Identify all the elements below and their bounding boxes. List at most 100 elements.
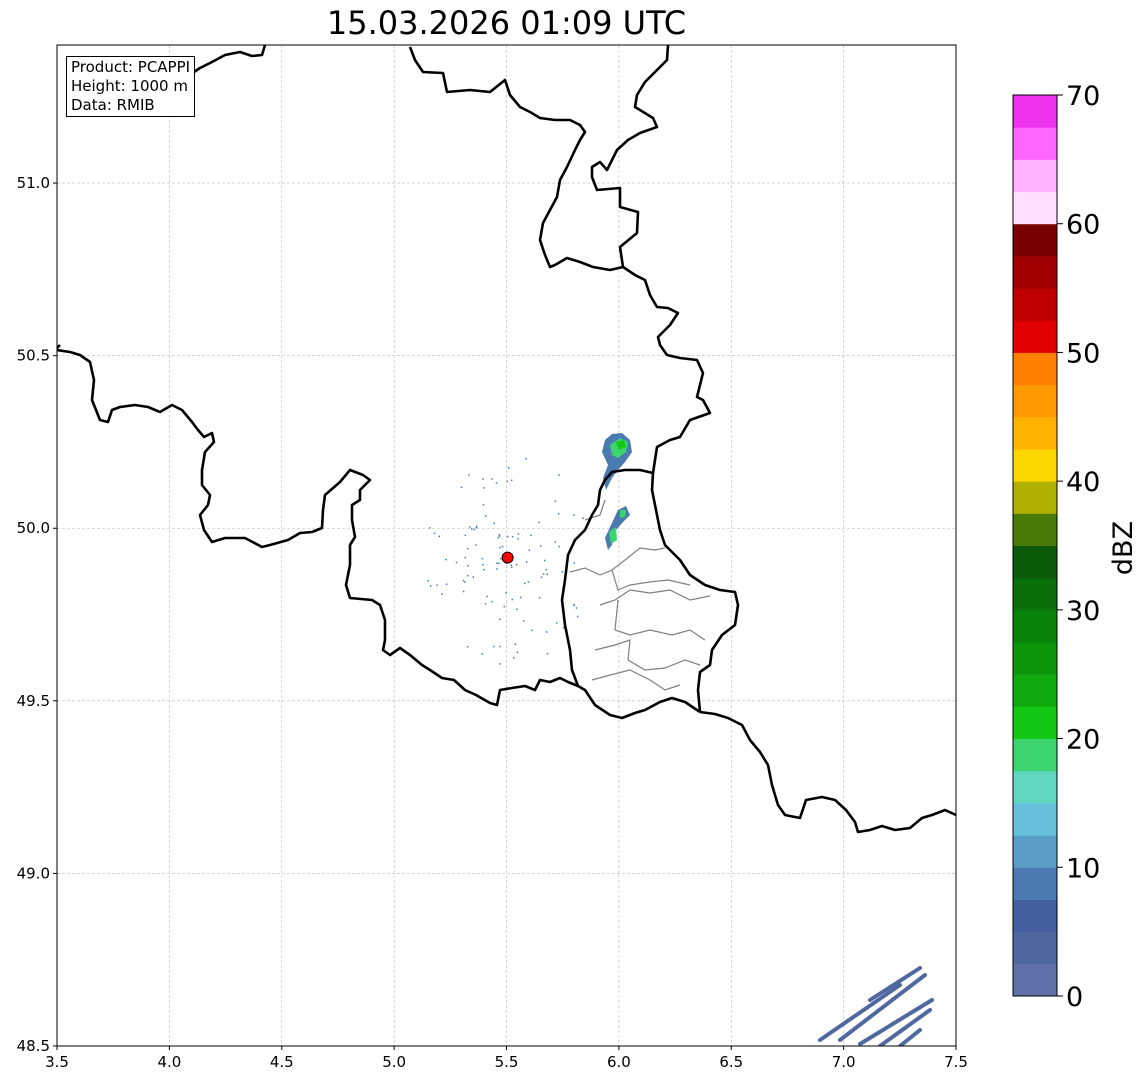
- colorbar-band: [1013, 481, 1057, 514]
- clutter-dot: [523, 582, 526, 585]
- clutter-dot: [511, 598, 513, 601]
- colorbar-band: [1013, 802, 1057, 836]
- echo-core-north-2: [616, 440, 626, 450]
- clutter-dot: [503, 605, 506, 608]
- clutter-dot: [427, 580, 430, 582]
- info-product: Product: PCAPPI: [71, 58, 191, 76]
- clutter-dot: [576, 615, 579, 618]
- colorbar-tick-label: 70: [1066, 81, 1100, 112]
- clutter-dot: [540, 576, 543, 578]
- x-tick-label: 5.0: [382, 1053, 406, 1071]
- clutter-dot: [462, 590, 465, 593]
- colorbar-band: [1013, 95, 1057, 128]
- colorbar-band: [1013, 159, 1057, 193]
- clutter-dot: [554, 541, 557, 543]
- clutter-dot: [506, 480, 509, 483]
- clutter-dot: [429, 527, 431, 529]
- clutter-dot: [501, 545, 504, 548]
- clutter-dot: [515, 563, 518, 566]
- clutter-dot: [573, 562, 576, 564]
- clutter-dot: [556, 622, 558, 624]
- x-tick-label: 3.5: [45, 1053, 69, 1071]
- border-luxembourg-france: [577, 684, 701, 720]
- colorbar-band: [1013, 448, 1057, 482]
- clutter-dot: [483, 487, 485, 489]
- clutter-dot: [493, 645, 495, 648]
- clutter-dot: [485, 515, 487, 517]
- clutter-dot: [538, 597, 541, 599]
- clutter-dot: [445, 583, 448, 586]
- x-tick-label: 6.0: [607, 1053, 631, 1071]
- x-tick-label: 7.5: [944, 1053, 968, 1071]
- border-belgium-france: [57, 348, 579, 707]
- clutter-dot: [466, 574, 469, 577]
- colorbar-band: [1013, 577, 1057, 611]
- clutter-dot: [545, 631, 548, 633]
- country-borders: [57, 45, 956, 834]
- colorbar-band: [1013, 255, 1057, 289]
- colorbar-tick-label: 60: [1066, 210, 1100, 241]
- clutter-dot: [482, 563, 484, 566]
- clutter-dot: [507, 467, 510, 469]
- clutter-dot: [483, 569, 485, 571]
- clutter-dot: [561, 571, 564, 573]
- clutter-dot: [430, 585, 432, 587]
- echo-core-mid-2: [620, 510, 626, 518]
- x-tick-label: 4.5: [270, 1053, 294, 1071]
- clutter-dot: [516, 608, 518, 611]
- colorbar-band: [1013, 899, 1057, 933]
- y-tick-label: 50.0: [17, 519, 50, 537]
- colorbar-band: [1013, 706, 1057, 740]
- colorbar-band: [1013, 931, 1057, 965]
- clutter-dot: [481, 653, 484, 655]
- clutter-dot: [562, 626, 565, 629]
- colorbar-tick-label: 30: [1066, 596, 1100, 627]
- clutter-dot: [539, 545, 542, 547]
- clutter-dot: [510, 564, 513, 567]
- border-france-germany: [699, 710, 956, 834]
- colorbar-label: dBZ: [1108, 521, 1139, 575]
- clutter-dot: [484, 602, 487, 605]
- info-box: Product: PCAPPI Height: 1000 m Data: RMI…: [66, 56, 196, 117]
- clutter-dot: [520, 596, 522, 599]
- clutter-dot: [475, 527, 478, 529]
- clutter-dot: [486, 595, 488, 598]
- y-tick-label: 48.5: [17, 1037, 50, 1055]
- clutter-dots: [427, 457, 584, 665]
- clutter-dot: [441, 593, 443, 595]
- clutter-dot: [582, 517, 584, 519]
- colorbar-band: [1013, 384, 1057, 418]
- clutter-dot: [473, 528, 475, 531]
- clutter-dot: [498, 535, 501, 537]
- clutter-dot: [464, 556, 467, 559]
- clutter-dot: [481, 557, 484, 560]
- colorbar-tick-label: 40: [1066, 467, 1100, 498]
- clutter-dot: [546, 652, 549, 655]
- clutter-dot: [482, 478, 484, 480]
- colorbar-tick-label: 0: [1066, 982, 1083, 1013]
- clutter-dot: [475, 544, 477, 546]
- clutter-dot: [542, 573, 545, 575]
- clutter-dot: [558, 474, 560, 476]
- clutter-dot: [499, 557, 502, 560]
- clutter-dot: [491, 600, 493, 603]
- clutter-dot: [499, 645, 501, 648]
- x-tick-label: 7.0: [832, 1053, 856, 1071]
- clutter-dot: [470, 528, 473, 530]
- clutter-dot: [505, 592, 507, 594]
- echo-core-mid: [609, 527, 617, 544]
- luxembourg-canton-borders: [569, 499, 711, 691]
- clutter-dot: [525, 457, 527, 460]
- clutter-dot: [498, 533, 501, 536]
- border-belgium-netherlands-west: [184, 45, 267, 80]
- clutter-dot: [495, 482, 498, 484]
- info-data-source: Data: RMIB: [71, 96, 155, 114]
- colorbar-band: [1013, 770, 1057, 804]
- clutter-dot: [538, 521, 540, 524]
- clutter-dot: [511, 535, 514, 538]
- colorbar-band: [1013, 867, 1057, 900]
- colorbar-band: [1013, 545, 1057, 579]
- clutter-dot: [525, 561, 528, 563]
- colorbar-band: [1013, 127, 1057, 160]
- colorbar-tick-label: 50: [1066, 338, 1100, 369]
